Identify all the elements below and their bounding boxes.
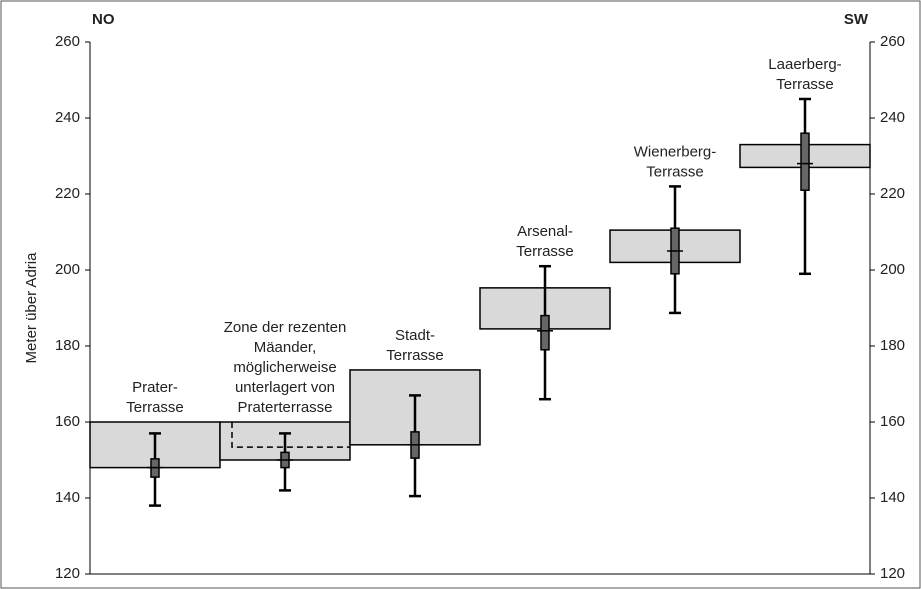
category-label: Mäander, bbox=[254, 339, 317, 356]
category-label: Terrasse bbox=[516, 243, 574, 260]
y-tick-label: 260 bbox=[55, 33, 80, 50]
y-tick-label: 180 bbox=[55, 337, 80, 354]
category-label: Terrasse bbox=[126, 399, 184, 416]
y-tick-label: 240 bbox=[55, 109, 80, 126]
category-label: unterlagert von bbox=[235, 379, 335, 396]
y2-tick-label: 180 bbox=[880, 337, 905, 354]
y2-tick-label: 240 bbox=[880, 109, 905, 126]
category-label: möglicherweise bbox=[233, 359, 336, 376]
dashed-boundary bbox=[231, 422, 350, 448]
box bbox=[800, 132, 810, 191]
box bbox=[540, 314, 550, 351]
category-label: Terrasse bbox=[386, 347, 444, 364]
y-tick-label: 200 bbox=[55, 261, 80, 278]
y-axis-title: Meter über Adria bbox=[23, 252, 40, 364]
y2-tick-label: 160 bbox=[880, 413, 905, 430]
category-label: Terrasse bbox=[776, 76, 834, 93]
category-label: Terrasse bbox=[646, 163, 704, 180]
y2-tick-label: 200 bbox=[880, 261, 905, 278]
category-label: Stadt- bbox=[395, 327, 435, 344]
y-tick-label: 140 bbox=[55, 489, 80, 506]
y2-tick-label: 120 bbox=[880, 565, 905, 582]
y2-tick-label: 140 bbox=[880, 489, 905, 506]
y2-tick-label: 260 bbox=[880, 33, 905, 50]
right-corner-label: SW bbox=[844, 11, 869, 28]
y-tick-label: 220 bbox=[55, 185, 80, 202]
y2-tick-label: 220 bbox=[880, 185, 905, 202]
category-label: Laaerberg- bbox=[768, 56, 841, 73]
category-label: Arsenal- bbox=[517, 223, 573, 240]
category-label: Praterterrasse bbox=[237, 399, 332, 416]
y-tick-label: 120 bbox=[55, 565, 80, 582]
left-corner-label: NO bbox=[92, 11, 115, 28]
y-tick-label: 160 bbox=[55, 413, 80, 430]
category-label: Prater- bbox=[132, 379, 178, 396]
category-label: Zone der rezenten bbox=[224, 319, 347, 336]
category-label: Wienerberg- bbox=[634, 143, 717, 160]
